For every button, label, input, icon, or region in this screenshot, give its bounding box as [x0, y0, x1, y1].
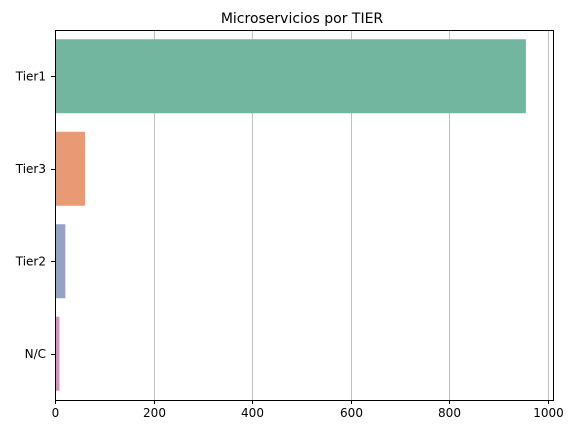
plot-frame: [55, 30, 554, 401]
y-tick-label: Tier3: [15, 162, 46, 176]
chart-title: Microservicios por TIER: [221, 11, 384, 27]
x-axis-ticks: 0 200 400 600 800 1000: [52, 400, 564, 420]
x-tick-label: 600: [340, 406, 363, 420]
bar: [56, 224, 66, 299]
x-tick-label: 400: [241, 406, 264, 420]
y-axis-ticks: Tier1 Tier3 Tier2 N/C: [15, 69, 55, 361]
x-tick-label: 800: [438, 406, 461, 420]
bar: [56, 39, 526, 114]
bar: [56, 131, 86, 206]
x-tick-label: 200: [143, 406, 166, 420]
bar: [56, 316, 60, 391]
y-tick-label: N/C: [25, 347, 46, 361]
y-tick-label: Tier2: [15, 254, 46, 268]
y-tick-label: Tier1: [15, 69, 46, 83]
x-tick-label: 0: [52, 406, 60, 420]
x-tick-label: 1000: [533, 406, 564, 420]
bars: [56, 39, 526, 391]
